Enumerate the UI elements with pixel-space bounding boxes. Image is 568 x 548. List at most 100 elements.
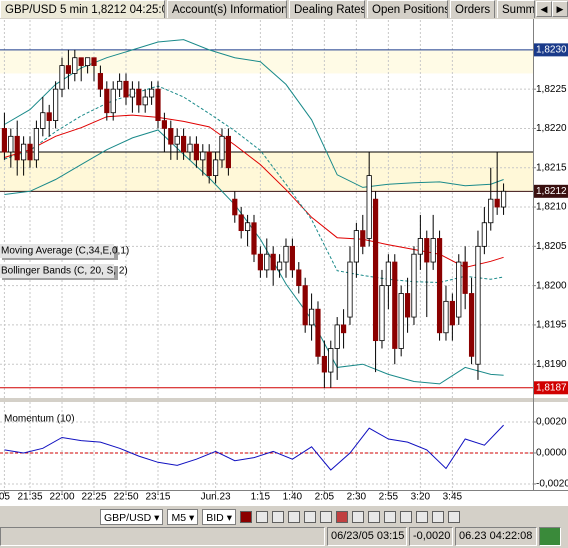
candle-body — [232, 198, 238, 216]
candle-body — [475, 245, 481, 365]
candle-body — [1, 128, 8, 153]
connection-icon — [539, 527, 561, 546]
candle-body — [91, 57, 97, 66]
zoom-button[interactable] — [383, 510, 396, 523]
timeframe-select[interactable]: M5 ▾ — [167, 508, 199, 525]
tab[interactable]: Dealing Rates — [289, 0, 365, 18]
tab[interactable]: Orders — [450, 0, 495, 18]
y-tick-label: 1,8205 — [536, 241, 567, 252]
highlight-band — [0, 152, 533, 192]
candle-body — [219, 135, 225, 161]
x-tick-label: 22:25 — [81, 492, 106, 503]
zoom-button[interactable] — [431, 510, 444, 523]
tab[interactable]: Summ — [497, 0, 535, 18]
y-tick-label: -0,0020 — [536, 479, 568, 490]
level-label-box — [534, 184, 568, 198]
candle-body — [161, 120, 167, 129]
tab-scroll: ◀ ▶ — [536, 1, 568, 17]
candle-body — [296, 269, 302, 287]
zoom-button[interactable] — [447, 510, 460, 523]
x-tick-label: 2:05 — [315, 492, 335, 503]
candle-body — [417, 238, 423, 255]
tool-button[interactable] — [335, 510, 348, 523]
candle-body — [53, 88, 59, 121]
level-label-box — [534, 43, 568, 57]
candle-body — [411, 253, 417, 318]
legend-box — [0, 264, 114, 278]
candle-body — [59, 65, 65, 90]
candle-body — [225, 135, 231, 169]
zoom-button[interactable] — [367, 510, 380, 523]
x-tick-label: 22:50 — [113, 492, 138, 503]
scroll-left[interactable]: ◀ — [536, 1, 552, 17]
y-tick-label: 1,8190 — [536, 359, 567, 370]
candle-body — [366, 175, 372, 239]
toolbar: GBP/USD ▾ M5 ▾ BID ▾ — [0, 505, 568, 527]
candle-body — [430, 238, 436, 263]
candle-body — [155, 88, 161, 121]
tool-button[interactable] — [255, 510, 268, 523]
pane-separator — [0, 398, 568, 402]
x-tick-label: 1:15 — [251, 492, 271, 503]
x-tick-label: 3:20 — [411, 492, 431, 503]
y-tick-label: 1,8195 — [536, 320, 567, 331]
candle-body — [302, 285, 308, 326]
candle-body — [21, 143, 27, 161]
candle-body — [27, 143, 33, 161]
momentum-line — [4, 424, 504, 471]
candle-body — [334, 324, 340, 349]
status-bar: 06/23/05 03:15 -0,0020 06.23 04:22:08 — [0, 527, 568, 548]
candle-body — [65, 65, 72, 74]
candle-body — [72, 57, 78, 74]
candle-body — [456, 261, 462, 318]
tool-button[interactable] — [271, 510, 284, 523]
x-tick-label: Jun.23 — [201, 492, 231, 503]
candle-body — [372, 198, 379, 342]
tool-button[interactable] — [319, 510, 332, 523]
candle-body — [200, 151, 206, 161]
candle-body — [340, 324, 347, 334]
candle-body — [136, 88, 142, 106]
tab[interactable]: GBP/USD 5 min 1,8212 04:25:00 — [0, 0, 165, 18]
symbol: GBP/USD — [104, 511, 152, 524]
tab[interactable]: Account(s) Information — [167, 0, 287, 18]
highlight-band — [0, 49, 533, 74]
candle-body — [129, 88, 136, 98]
timeframe: M5 — [171, 511, 187, 524]
cursor-value: -0,0020 — [409, 527, 453, 546]
candle-body — [481, 222, 487, 247]
candle-body — [308, 308, 315, 326]
y-tick-label: 1,8225 — [536, 84, 567, 95]
cursor-time: 06/23/05 03:15 — [327, 527, 407, 546]
y-tick-label: 1,8215 — [536, 162, 567, 173]
price-type: BID — [206, 511, 224, 524]
price-select[interactable]: BID ▾ — [202, 508, 236, 525]
scroll-right[interactable]: ▶ — [552, 1, 568, 17]
symbol-select[interactable]: GBP/USD ▾ — [100, 508, 164, 525]
candle-body — [488, 198, 494, 224]
candle-body — [424, 238, 430, 263]
candle-body — [270, 253, 276, 271]
zoom-button[interactable] — [399, 510, 412, 523]
candle-body — [187, 143, 193, 153]
chart-type-button[interactable] — [239, 510, 252, 523]
tab[interactable]: Open Positions — [367, 0, 448, 18]
x-tick-label: 2:55 — [379, 492, 399, 503]
candle-body — [193, 143, 199, 161]
candle-body — [244, 222, 251, 232]
tool-button[interactable] — [351, 510, 364, 523]
candle-body — [97, 73, 104, 90]
x-tick-label: 23:15 — [145, 492, 170, 503]
candle-body — [110, 88, 116, 114]
zoom-button[interactable] — [415, 510, 428, 523]
tool-button[interactable] — [303, 510, 316, 523]
level-label: 1,8230 — [536, 45, 567, 56]
candle-body — [494, 198, 500, 208]
tool-button[interactable] — [287, 510, 300, 523]
bollinger-lower — [4, 129, 504, 385]
candle-body — [123, 80, 129, 98]
y-tick-label: 1,8220 — [536, 123, 567, 134]
candle-body — [385, 261, 391, 287]
x-tick-label: 2:30 — [347, 492, 367, 503]
